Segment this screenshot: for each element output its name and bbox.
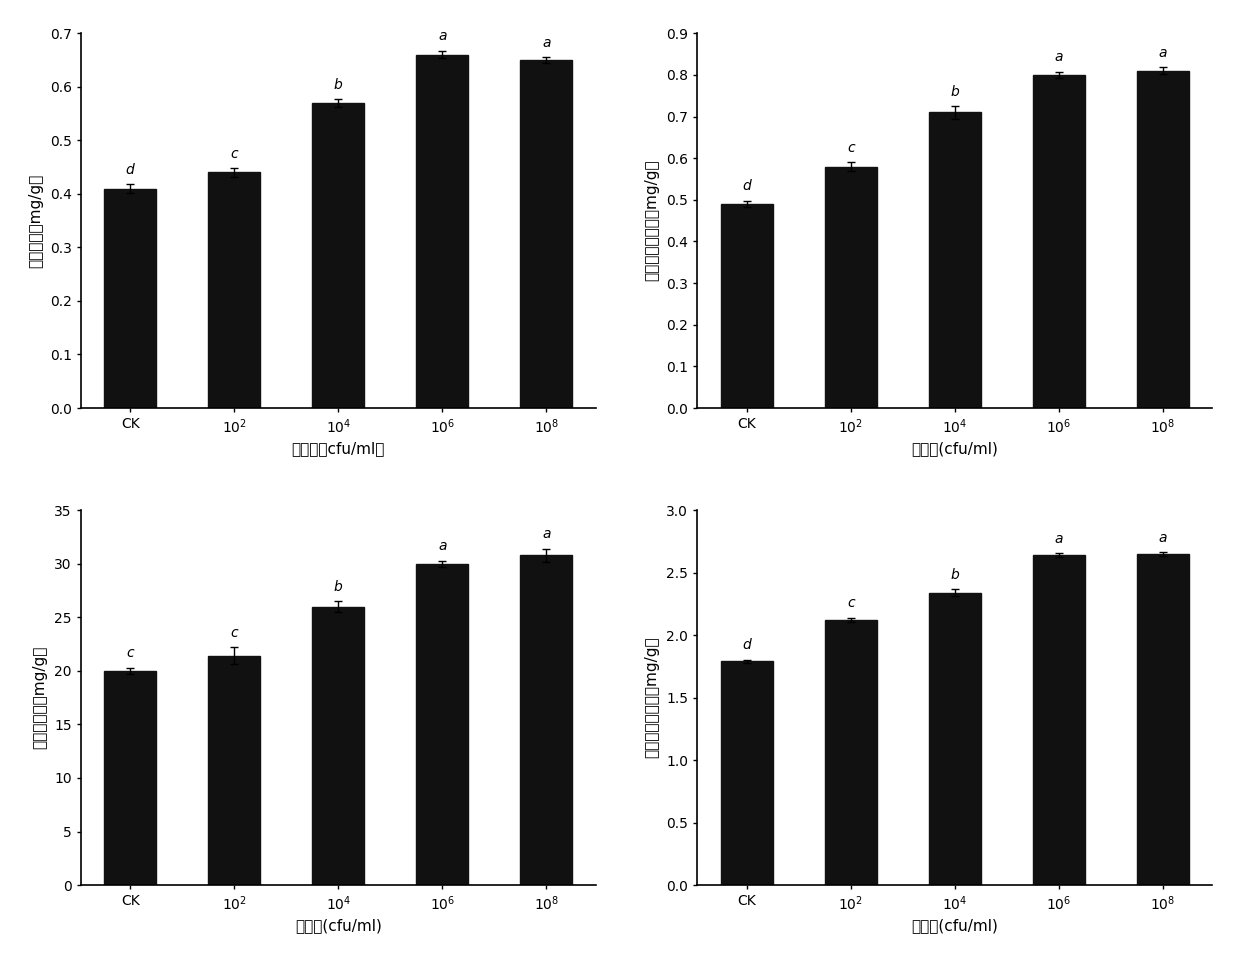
Bar	[1137, 554, 1189, 885]
Bar	[208, 172, 260, 408]
Text: b: b	[334, 78, 342, 91]
Text: b: b	[334, 579, 342, 594]
X-axis label: 菌浓度（cfu/ml）: 菌浓度（cfu/ml）	[291, 441, 384, 456]
Text: d: d	[743, 638, 751, 653]
Bar	[104, 188, 156, 408]
Bar	[521, 60, 573, 408]
Bar	[312, 606, 365, 885]
Text: c: c	[126, 646, 134, 660]
Bar	[929, 112, 981, 408]
Bar	[1137, 71, 1189, 408]
Bar	[417, 55, 469, 408]
Text: a: a	[542, 528, 551, 541]
Text: a: a	[1158, 530, 1167, 545]
Text: a: a	[1054, 50, 1063, 64]
Y-axis label: 过氧化氢酶活性（mg/g）: 过氧化氢酶活性（mg/g）	[645, 637, 660, 758]
Bar	[208, 656, 260, 885]
X-axis label: 菌浓度(cfu/ml): 菌浓度(cfu/ml)	[295, 918, 382, 933]
X-axis label: 菌浓度(cfu/ml): 菌浓度(cfu/ml)	[911, 918, 998, 933]
Bar	[521, 555, 573, 885]
Text: d: d	[743, 179, 751, 193]
Text: b: b	[950, 568, 959, 581]
Text: a: a	[1054, 531, 1063, 546]
X-axis label: 菌浓度(cfu/ml): 菌浓度(cfu/ml)	[911, 441, 998, 456]
Text: d: d	[125, 162, 134, 177]
Bar	[720, 661, 773, 885]
Text: a: a	[438, 539, 446, 554]
Text: a: a	[1158, 46, 1167, 60]
Text: c: c	[847, 141, 854, 155]
Bar	[104, 671, 156, 885]
Text: c: c	[847, 597, 854, 610]
Y-axis label: 碱性磷酸酶活性（mg/g）: 碱性磷酸酶活性（mg/g）	[645, 160, 660, 282]
Y-axis label: 脲酶活性（mg/g）: 脲酶活性（mg/g）	[27, 174, 42, 268]
Bar	[312, 103, 365, 408]
Text: b: b	[950, 85, 959, 99]
Text: c: c	[231, 147, 238, 160]
Text: a: a	[438, 30, 446, 43]
Bar	[1033, 75, 1085, 408]
Bar	[1033, 555, 1085, 885]
Text: a: a	[542, 36, 551, 50]
Bar	[825, 620, 877, 885]
Bar	[825, 166, 877, 408]
Y-axis label: 蔗糖酶活性（mg/g）: 蔗糖酶活性（mg/g）	[32, 646, 47, 750]
Text: c: c	[231, 626, 238, 640]
Bar	[720, 204, 773, 408]
Bar	[417, 564, 469, 885]
Bar	[929, 593, 981, 885]
